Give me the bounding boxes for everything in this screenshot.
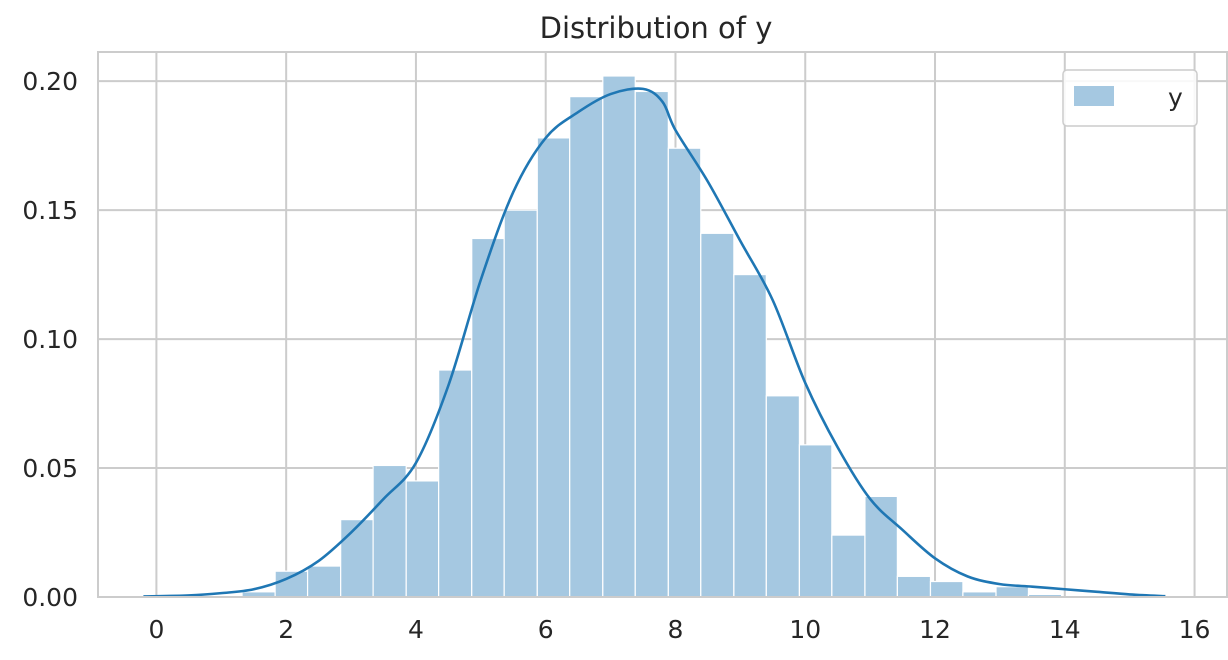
- histogram-bar: [340, 519, 374, 598]
- plot-frame: [97, 51, 1228, 598]
- y-tick-label: 0.00: [22, 583, 78, 612]
- x-tick-label: 16: [1179, 615, 1211, 644]
- x-tick-label: 2: [278, 615, 294, 644]
- kde-line: [143, 87, 1166, 598]
- kde-curve: [143, 87, 1166, 598]
- histogram-bar: [372, 464, 407, 598]
- histogram-bar: [438, 369, 473, 598]
- y-tick-label: 0.20: [22, 67, 78, 96]
- y-tick-label: 0.10: [22, 325, 78, 354]
- histogram-bar: [864, 495, 898, 598]
- chart-title: Distribution of y: [540, 11, 773, 45]
- legend-swatch: [1074, 86, 1114, 106]
- x-tick-label: 12: [919, 615, 951, 644]
- histogram-bar: [602, 75, 636, 598]
- histogram-bar: [765, 395, 801, 598]
- histogram-bar: [503, 209, 538, 598]
- x-tick-label: 6: [538, 615, 554, 644]
- histogram-bar: [634, 90, 669, 598]
- x-tick-label: 0: [148, 615, 164, 644]
- histogram-bar: [831, 534, 866, 598]
- y-tick-label: 0.05: [22, 454, 78, 483]
- histogram-bar: [306, 565, 342, 598]
- legend-box: [1062, 69, 1198, 127]
- histogram-bar: [733, 273, 767, 598]
- histogram-bar: [995, 586, 1030, 598]
- x-tick-label: 4: [408, 615, 424, 644]
- histogram-bar: [569, 96, 604, 598]
- y-tick-label: 0.15: [22, 196, 78, 225]
- histogram-bar: [798, 444, 833, 598]
- x-tick-label: 10: [789, 615, 821, 644]
- histogram-bar: [274, 570, 309, 598]
- y-tick-labels: 0.00 0.05 0.10 0.15 0.20: [22, 67, 78, 612]
- x-tick-label: 14: [1049, 615, 1081, 644]
- x-tick-labels: 0 2 4 6 8 10 12 14 16: [148, 615, 1210, 644]
- histogram-bar: [667, 147, 702, 598]
- legend-label: y: [1168, 83, 1183, 112]
- legend: y: [1062, 69, 1198, 127]
- histogram-bar: [536, 137, 571, 598]
- x-tick-label: 8: [668, 615, 684, 644]
- histogram-bar: [700, 232, 735, 598]
- histogram-bars: [241, 75, 1063, 598]
- histogram-bar: [929, 580, 964, 598]
- histogram-bar: [896, 575, 932, 598]
- histogram-bar: [405, 480, 440, 598]
